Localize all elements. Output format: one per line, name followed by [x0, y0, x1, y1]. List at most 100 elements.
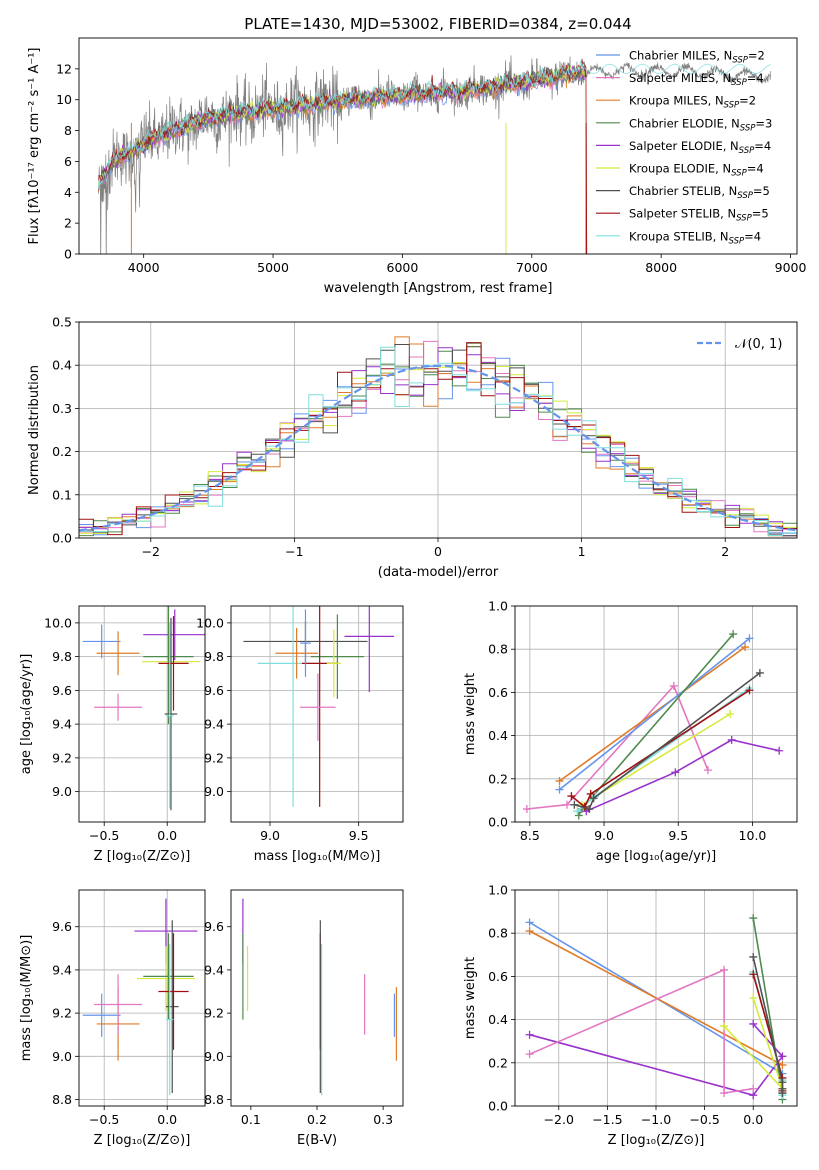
y-tick-label: 9.0 — [204, 1049, 224, 1064]
legend-label: Kroupa ELODIE, NSSP=4 — [629, 162, 764, 179]
plot-area-residuals — [79, 336, 797, 537]
legend-label: Kroupa MILES, NSSP=2 — [629, 94, 756, 111]
errorbar-point — [300, 673, 336, 741]
errorbar-point — [136, 946, 195, 1011]
weight-marker — [703, 766, 712, 775]
y-tick-label: 9.4 — [52, 717, 72, 732]
weight-line — [559, 637, 750, 791]
y-tick-label: 9.2 — [204, 750, 224, 765]
figure-title: PLATE=1430, MJD=53002, FIBERID=0384, z=0… — [244, 15, 631, 33]
axes-z_weight: −2.0 −1.5 −1.0 −0.5 0.0 0.0 0.2 0.4 0.6 0.8 1.0 Z [… — [463, 883, 798, 1148]
axes-age_weight: 8.5 9.0 9.5 10.0 0.0 0.2 0.4 0.6 0.8 1.0 age [log₁… — [463, 599, 798, 864]
legend-label-main: Salpeter MILES, N — [629, 71, 731, 85]
weight-line — [529, 1023, 784, 1097]
axes-frame — [230, 889, 404, 1107]
weight-marker — [562, 800, 571, 809]
weight-line — [585, 739, 780, 812]
x-tick-label: 10.0 — [739, 828, 767, 843]
y-axis-label: age [log₁₀(age/yr)] — [19, 654, 34, 775]
y-tick-label: 9.6 — [52, 683, 72, 698]
x-tick-label: 5000 — [257, 260, 289, 275]
y-tick-label: 8 — [64, 123, 72, 138]
x-axis-label: (data-model)/error — [378, 565, 499, 580]
x-axis-label: wavelength [Angstrom, rest frame] — [324, 281, 553, 296]
legend-label-sub: SSP — [739, 146, 755, 156]
y-tick-label: 0.5 — [52, 315, 72, 330]
axes-residuals: −2 −1 0 1 2 0.0 0.1 0.2 0.3 0.4 0.5 (data-model)/er… — [27, 315, 798, 580]
errorbar-point — [275, 627, 318, 679]
weight-marker — [749, 1019, 758, 1028]
legend-label-suffix: =4 — [754, 139, 771, 153]
y-tick-label: 0.6 — [488, 969, 508, 984]
y-tick-label: 0.3 — [52, 401, 72, 416]
legend-label-main: Kroupa STELIB, N — [629, 229, 729, 243]
axes-frame — [514, 605, 798, 823]
x-tick-label: −1.0 — [641, 1112, 671, 1127]
weight-marker — [778, 1089, 787, 1098]
weight-marker — [755, 668, 764, 677]
x-tick-label: −0.5 — [89, 828, 119, 843]
x-tick-label: 0.0 — [743, 1112, 763, 1127]
weight-line — [559, 646, 746, 782]
model-spectrum — [98, 58, 588, 254]
x-tick-label: 0.0 — [157, 828, 177, 843]
weight-marker — [573, 807, 582, 816]
y-tick-label: 1.0 — [488, 599, 508, 614]
weight-marker — [525, 1050, 534, 1059]
legend-label-main: Chabrier STELIB, N — [629, 184, 737, 198]
errorbar-point — [326, 629, 341, 698]
x-tick-label: 9000 — [775, 260, 807, 275]
weight-line — [581, 713, 731, 806]
x-tick-label: 0.2 — [307, 1112, 327, 1127]
weight-marker — [745, 634, 754, 643]
y-axis-label: Normed distribution — [27, 365, 42, 495]
weight-marker — [775, 746, 784, 755]
y-tick-label: 9.0 — [204, 784, 224, 799]
x-axis-label: age [log₁₀(age/yr)] — [596, 849, 717, 864]
y-tick-label: 9.4 — [204, 717, 224, 732]
legend-label: Kroupa STELIB, NSSP=4 — [629, 229, 761, 246]
weight-marker — [749, 952, 758, 961]
y-tick-label: 2 — [64, 216, 72, 231]
weight-marker — [726, 710, 735, 718]
axes-frame — [78, 321, 798, 539]
legend-label-suffix: =5 — [752, 207, 769, 221]
y-axis-label: Flux [fλ10⁻¹⁷ erg cm⁻² s⁻¹ A⁻¹] — [27, 48, 42, 245]
y-tick-label: 0.2 — [488, 1055, 508, 1070]
residual-histogram — [79, 346, 797, 536]
weight-marker — [525, 927, 534, 936]
y-tick-label: 12 — [56, 61, 72, 76]
plot-area-age_weight — [522, 630, 784, 820]
y-tick-label: 0.8 — [488, 642, 508, 657]
y-tick-label: 0.2 — [488, 771, 508, 786]
legend-label-sub: SSP — [732, 56, 748, 66]
y-tick-label: 9.2 — [52, 1006, 72, 1021]
x-tick-label: 0 — [434, 544, 442, 559]
y-tick-label: 1.0 — [488, 883, 508, 898]
y-tick-label: 8.8 — [52, 1092, 72, 1107]
weight-marker — [589, 794, 598, 803]
y-tick-label: 10.0 — [196, 615, 224, 630]
legend-label: Chabrier ELODIE, NSSP=3 — [629, 116, 772, 133]
y-tick-label: 0.2 — [52, 444, 72, 459]
y-tick-label: 0.0 — [52, 531, 72, 546]
legend-label-sub: SSP — [737, 191, 753, 201]
legend-label: Chabrier STELIB, NSSP=5 — [629, 184, 770, 201]
x-tick-label: 9.0 — [594, 828, 614, 843]
y-tick-label: 9.6 — [204, 683, 224, 698]
legend-label-main: Chabrier MILES, N — [629, 49, 732, 63]
errorbar-point — [165, 944, 174, 1096]
model-spectrum — [98, 65, 587, 189]
weight-marker — [525, 918, 534, 927]
plot-area-ebv_mass — [242, 898, 397, 1096]
weight-marker — [585, 805, 594, 814]
weight-line — [529, 968, 754, 1094]
axes-mass_age: 9.0 9.5 9.0 9.2 9.4 9.6 9.8 10.0 mass [log₁₀(M/M… — [196, 605, 404, 864]
x-tick-label: −0.5 — [689, 1112, 719, 1127]
errorbar-point — [96, 631, 140, 676]
weight-marker — [669, 681, 678, 690]
y-tick-label: 10.0 — [44, 615, 72, 630]
x-tick-label: 6000 — [387, 260, 419, 275]
errorbar-point — [158, 933, 189, 1050]
